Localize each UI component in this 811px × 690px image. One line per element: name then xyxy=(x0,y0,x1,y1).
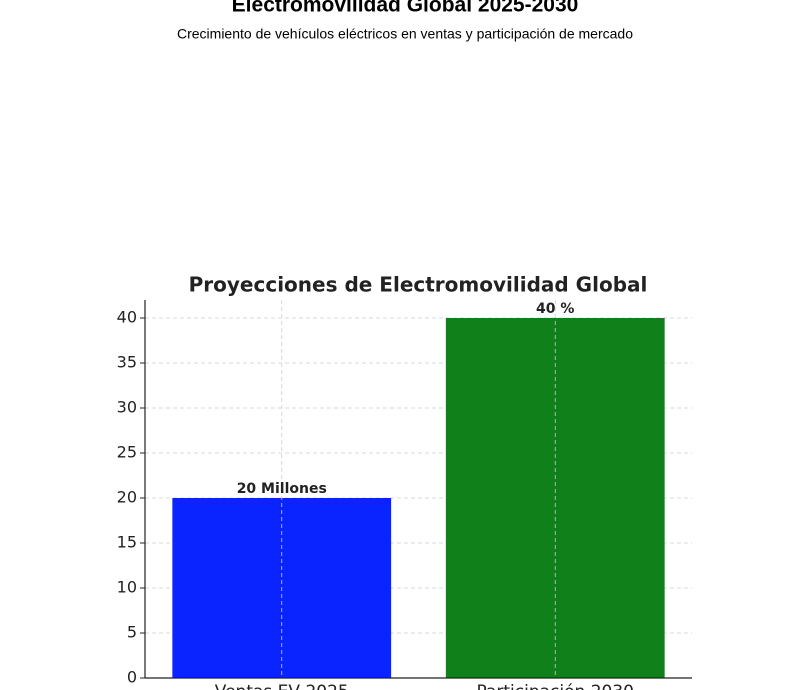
chart-title: Proyecciones de Electromovilidad Global xyxy=(189,273,648,297)
page-title: Electromovilidad Global 2025-2030 xyxy=(232,0,579,17)
y-tick-label: 20 xyxy=(117,488,137,507)
value-label: 20 Millones xyxy=(237,481,327,497)
x-tick-label: Participación 2030 xyxy=(477,682,634,690)
y-tick-label: 35 xyxy=(117,353,137,372)
value-label: 40 % xyxy=(536,301,574,317)
y-tick-label: 25 xyxy=(117,443,137,462)
y-tick-label: 0 xyxy=(127,668,137,687)
page-subtitle: Crecimiento de vehículos eléctricos en v… xyxy=(177,26,633,42)
y-tick-label: 15 xyxy=(117,533,137,552)
y-tick-label: 40 xyxy=(117,308,137,327)
y-tick-label: 30 xyxy=(117,398,137,417)
x-tick-label: Ventas EV 2025 xyxy=(215,682,349,690)
y-tick-label: 5 xyxy=(127,623,137,642)
y-tick-label: 10 xyxy=(117,578,137,597)
